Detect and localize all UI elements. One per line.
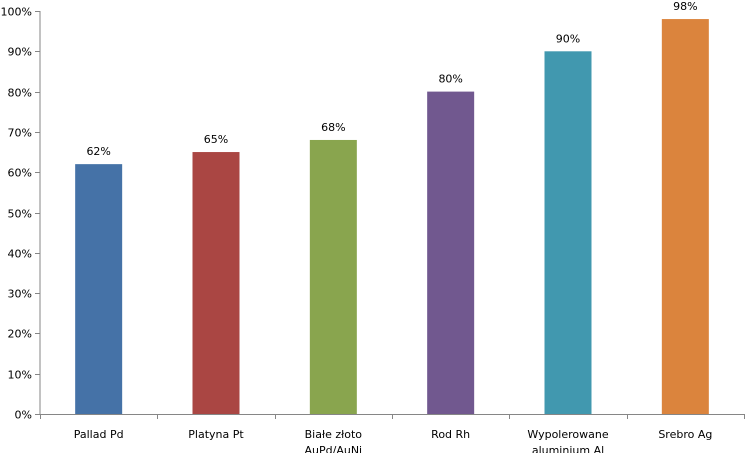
bar	[309, 139, 357, 414]
y-tick-label: 0%	[15, 409, 32, 422]
data-label: 80%	[438, 73, 462, 86]
bar	[544, 51, 592, 415]
x-tick-label: aluminium Al	[532, 444, 604, 453]
y-tick-label: 60%	[8, 167, 32, 180]
y-tick-label: 50%	[8, 208, 32, 221]
data-label: 98%	[673, 0, 697, 13]
y-tick-label: 80%	[8, 87, 32, 100]
bar	[75, 164, 123, 414]
data-label: 65%	[204, 133, 228, 146]
y-tick-label: 70%	[8, 127, 32, 140]
x-tick-label: Rod Rh	[431, 428, 470, 441]
y-tick-label: 40%	[8, 248, 32, 261]
x-tick-label: Platyna Pt	[188, 428, 244, 441]
y-tick-label: 10%	[8, 369, 32, 382]
y-tick-label: 100%	[1, 6, 32, 19]
y-tick-label: 90%	[8, 46, 32, 59]
x-tick-label: Srebro Ag	[658, 428, 712, 441]
y-tick-label: 30%	[8, 288, 32, 301]
x-tick-label: Wypolerowane	[527, 428, 608, 441]
bar	[427, 91, 475, 414]
y-axis: 0% 10% 20% 30% 40% 50% 60% 70% 80% 90% 100%	[1, 6, 41, 422]
bars	[75, 19, 709, 415]
data-label: 90%	[556, 32, 580, 45]
x-tick-label: Pallad Pd	[74, 428, 124, 441]
data-labels: 62% 65% 68% 80% 90% 98%	[86, 0, 697, 158]
y-tick-label: 20%	[8, 328, 32, 341]
data-label: 62%	[86, 145, 110, 158]
x-tick-label: Białe złoto	[305, 428, 363, 441]
x-tick-label: AuPd/AuNi	[305, 444, 363, 453]
bar	[192, 152, 240, 415]
bar	[661, 19, 709, 415]
data-label: 68%	[321, 121, 345, 134]
x-axis: Pallad Pd Platyna Pt Białe złoto AuPd/AuNi R…	[40, 414, 745, 457]
